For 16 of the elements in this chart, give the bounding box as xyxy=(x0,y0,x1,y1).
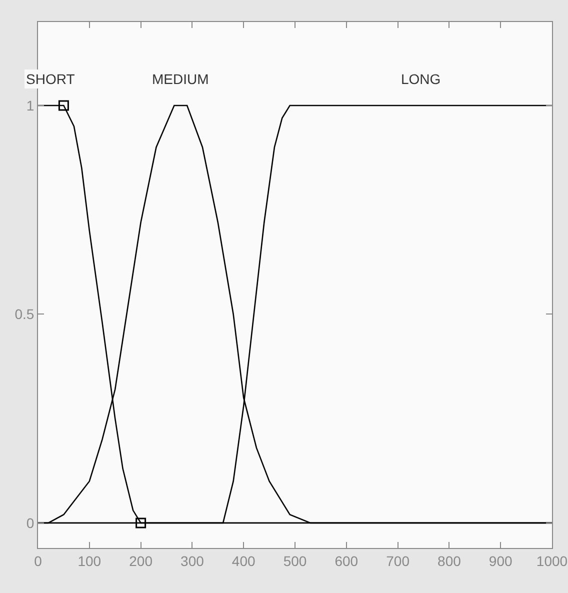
y-tick-label: 0 xyxy=(26,514,34,531)
x-tick-label: 600 xyxy=(334,552,358,569)
series-label: LONG xyxy=(401,71,441,87)
x-tick-label: 100 xyxy=(78,552,102,569)
y-tick-label: 1 xyxy=(26,97,34,114)
series-label: MEDIUM xyxy=(152,71,209,87)
x-tick-label: 800 xyxy=(438,552,462,569)
x-tick-label: 200 xyxy=(129,552,153,569)
series-label: SHORT xyxy=(26,71,76,87)
x-tick-label: 900 xyxy=(488,552,512,569)
x-tick-label: 400 xyxy=(232,552,256,569)
x-tick-label: 300 xyxy=(180,552,204,569)
x-tick-label: 700 xyxy=(386,552,410,569)
x-tick-label: 500 xyxy=(283,552,307,569)
x-tick-label: 1000 xyxy=(536,552,568,569)
y-tick-label: 0.5 xyxy=(14,306,34,322)
